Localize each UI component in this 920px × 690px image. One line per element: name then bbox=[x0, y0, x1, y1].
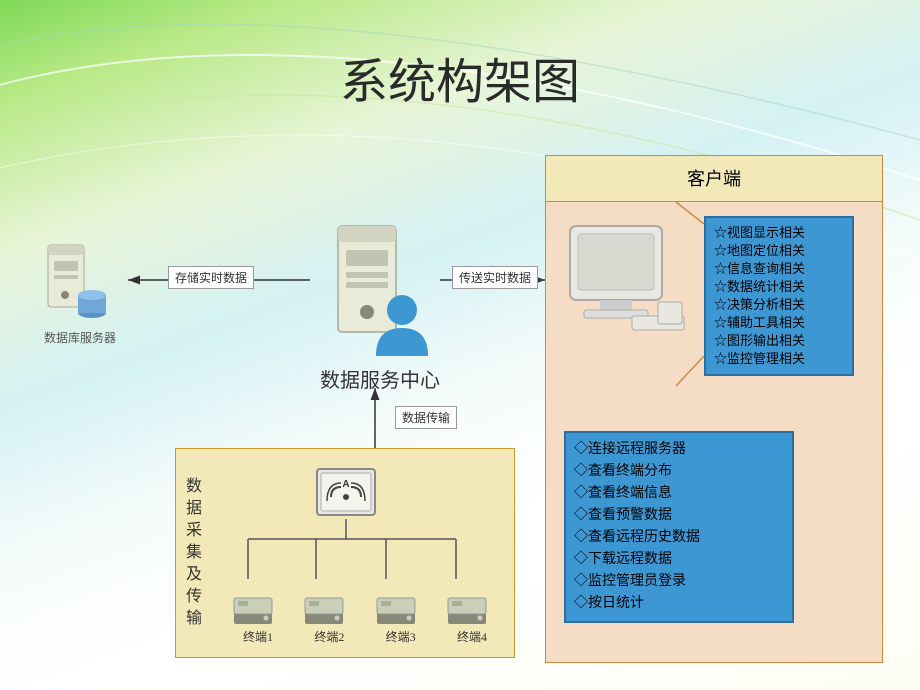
terminal-icon bbox=[299, 592, 349, 628]
client-monitor-icon bbox=[560, 216, 690, 336]
category-item: ☆视图显示相关 bbox=[714, 224, 844, 242]
function-item: ◇查看远程历史数据 bbox=[574, 527, 784, 549]
category-item: ☆图形输出相关 bbox=[714, 332, 844, 350]
service-center-icon bbox=[310, 218, 440, 358]
function-item: ◇连接远程服务器 bbox=[574, 439, 784, 461]
terminal-4: 终端4 bbox=[442, 592, 502, 645]
terminal-1-label: 终端1 bbox=[228, 628, 288, 645]
edge-label-send: 传送实时数据 bbox=[452, 266, 538, 289]
client-panel-functions: ◇连接远程服务器◇查看终端分布◇查看终端信息◇查看预警数据◇查看远程历史数据◇下… bbox=[564, 431, 794, 623]
collection-title: 数据采集及传输 bbox=[184, 476, 204, 630]
service-center-label: 数据服务中心 bbox=[310, 364, 450, 393]
db-server-icon bbox=[30, 235, 120, 325]
client-box: 客户端 ☆视图显示相关☆地图定位相关☆信息查询相关☆数据统计相关☆决策分析相关☆… bbox=[545, 155, 883, 663]
service-center-node: 数据服务中心 bbox=[310, 218, 450, 393]
function-item: ◇监控管理员登录 bbox=[574, 571, 784, 593]
terminal-3-label: 终端3 bbox=[371, 628, 431, 645]
terminal-4-label: 终端4 bbox=[442, 628, 502, 645]
client-title: 客户端 bbox=[546, 156, 882, 202]
collection-box: 数据采集及传输 A 终端1 终端2 终端3 bbox=[175, 448, 515, 658]
category-item: ☆地图定位相关 bbox=[714, 242, 844, 260]
terminal-icon bbox=[228, 592, 278, 628]
category-item: ☆数据统计相关 bbox=[714, 278, 844, 296]
terminal-2: 终端2 bbox=[299, 592, 359, 645]
function-item: ◇查看终端分布 bbox=[574, 461, 784, 483]
terminal-icon bbox=[442, 592, 492, 628]
function-item: ◇查看预警数据 bbox=[574, 505, 784, 527]
diagram-title: 系统构架图 bbox=[0, 42, 920, 112]
client-panel-categories: ☆视图显示相关☆地图定位相关☆信息查询相关☆数据统计相关☆决策分析相关☆辅助工具… bbox=[704, 216, 854, 376]
edge-label-transfer: 数据传输 bbox=[395, 406, 457, 429]
db-server-label: 数据库服务器 bbox=[30, 329, 130, 346]
terminal-1: 终端1 bbox=[228, 592, 288, 645]
edge-label-store: 存储实时数据 bbox=[168, 266, 254, 289]
terminal-2-label: 终端2 bbox=[299, 628, 359, 645]
category-item: ☆监控管理相关 bbox=[714, 350, 844, 368]
function-item: ◇按日统计 bbox=[574, 593, 784, 615]
category-item: ☆辅助工具相关 bbox=[714, 314, 844, 332]
category-item: ☆信息查询相关 bbox=[714, 260, 844, 278]
db-server-node: 数据库服务器 bbox=[30, 235, 130, 346]
terminal-3: 终端3 bbox=[371, 592, 431, 645]
terminals-row: 终端1 终端2 终端3 终端4 bbox=[228, 592, 502, 645]
terminal-icon bbox=[371, 592, 421, 628]
router-icon: A bbox=[311, 463, 381, 523]
function-item: ◇下载远程数据 bbox=[574, 549, 784, 571]
function-item: ◇查看终端信息 bbox=[574, 483, 784, 505]
category-item: ☆决策分析相关 bbox=[714, 296, 844, 314]
svg-text:A: A bbox=[342, 479, 349, 490]
